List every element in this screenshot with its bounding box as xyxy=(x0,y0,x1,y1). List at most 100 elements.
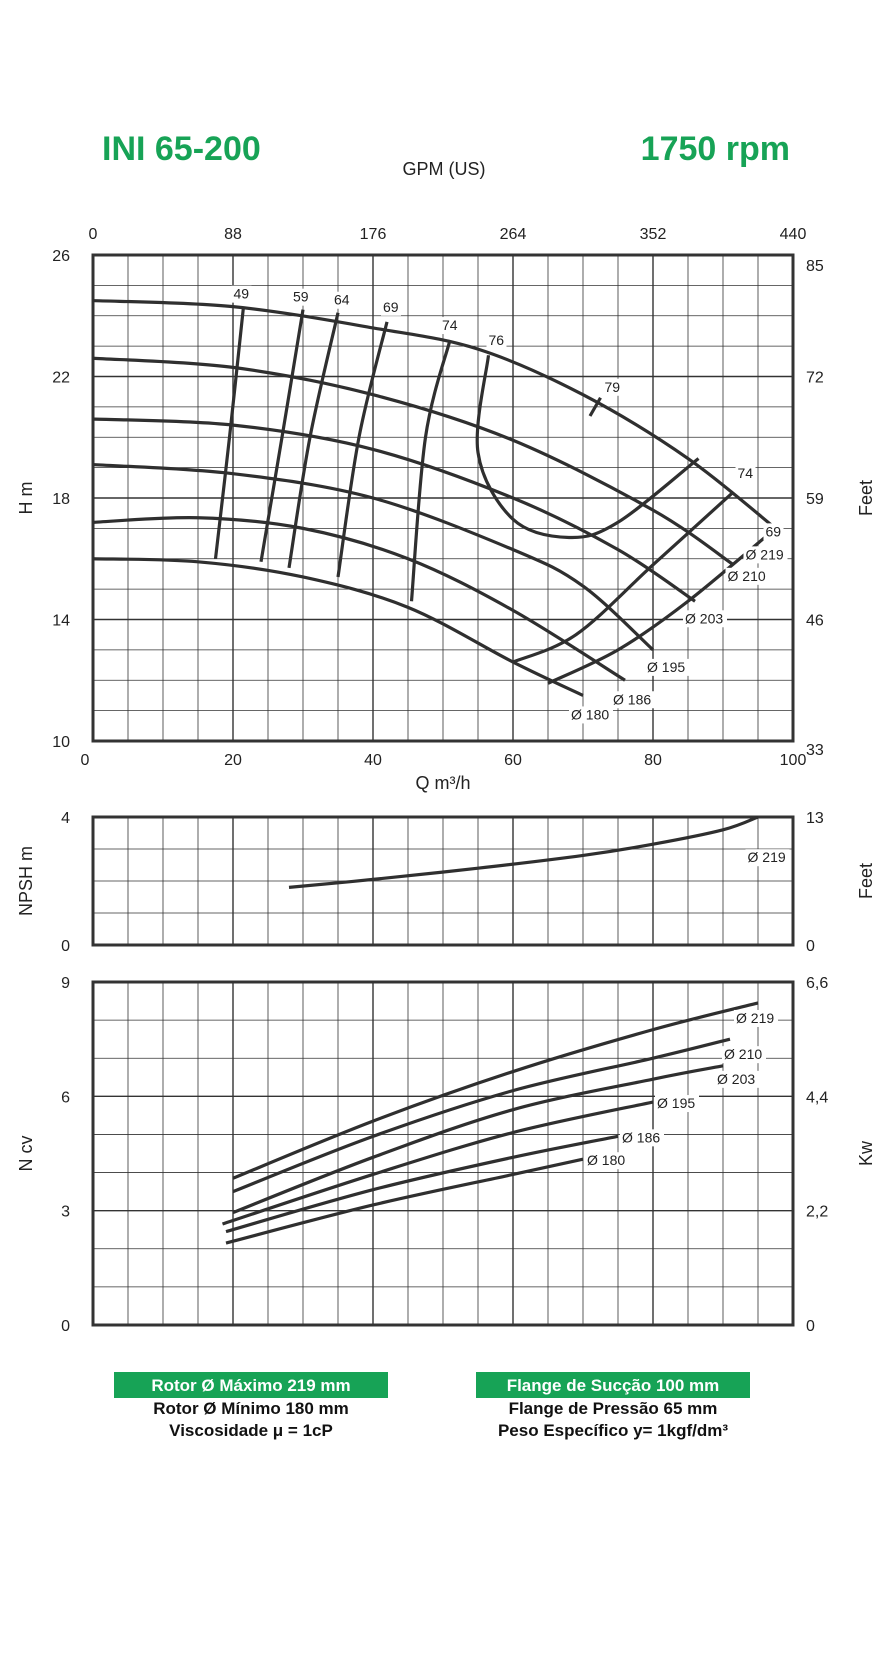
efficiency-curve xyxy=(336,321,389,578)
efficiency-label: 49 xyxy=(234,286,250,302)
pressure-flange: Flange de Pressão 65 mm xyxy=(509,1399,718,1418)
efficiency-curve xyxy=(409,339,452,602)
power-curve xyxy=(232,1037,731,1194)
efficiency-label: 59 xyxy=(293,289,309,305)
efficiency-label-bg xyxy=(763,523,784,541)
power-label: Ø 186 xyxy=(622,1129,660,1145)
power-label-bg xyxy=(715,1070,759,1088)
feet-tick: 46 xyxy=(806,613,824,630)
power-label: Ø 180 xyxy=(587,1152,625,1168)
q-axis-label: Q m³/h xyxy=(415,773,470,793)
power-curve xyxy=(221,1100,654,1226)
feet-tick: 33 xyxy=(806,742,824,759)
feet-tick: 72 xyxy=(806,370,824,387)
impeller-label-bg xyxy=(645,658,689,676)
suction-flange: Flange de Sucção 100 mm xyxy=(507,1376,720,1395)
rotor-max: Rotor Ø Máximo 219 mm xyxy=(151,1376,350,1395)
efficiency-label-bg xyxy=(486,332,507,350)
npsh-chart: 0 4 0 13 NPSH m Feet Ø 219 xyxy=(16,810,876,955)
speed-title: 1750 rpm xyxy=(641,130,790,168)
ncv-tick: 6 xyxy=(61,1089,70,1106)
gpm-tick: 0 xyxy=(89,226,98,243)
efficiency-label-bg xyxy=(381,298,401,316)
npsh-label-bg xyxy=(745,849,790,867)
gpm-tick: 352 xyxy=(640,226,667,243)
efficiency-curve xyxy=(213,306,246,559)
q-tick: 100 xyxy=(780,752,807,769)
efficiency-curve xyxy=(547,527,777,685)
ncv-axis-label: N cv xyxy=(16,1136,36,1172)
npsh-feet-label: Feet xyxy=(856,863,876,899)
efficiency-label: 69 xyxy=(766,523,782,539)
efficiency-label-bg xyxy=(602,378,623,396)
head-chart: 0 88 176 264 352 440 0 20 40 60 80 100 10 14 18 22 26 33 4… xyxy=(16,226,876,793)
efficiency-label-bg xyxy=(231,285,252,303)
kw-tick: 2,2 xyxy=(806,1204,828,1221)
impeller-label: Ø 195 xyxy=(647,659,685,675)
impeller-curve xyxy=(92,356,735,567)
ncv-tick: 3 xyxy=(61,1204,70,1221)
gpm-tick: 440 xyxy=(780,226,807,243)
impeller-curve xyxy=(92,417,696,603)
power-label-bg xyxy=(734,1009,778,1027)
power-curve xyxy=(232,1001,759,1180)
q-tick: 20 xyxy=(224,752,242,769)
power-curve xyxy=(232,1064,724,1215)
npsh-curve xyxy=(288,815,759,889)
ncv-tick: 0 xyxy=(61,1318,70,1335)
gpm-tick: 176 xyxy=(360,226,387,243)
gpm-axis-label: GPM (US) xyxy=(403,159,486,179)
efficiency-label-bg xyxy=(735,464,756,482)
power-label: Ø 219 xyxy=(736,1010,774,1026)
q-tick: 40 xyxy=(364,752,382,769)
impeller-curve xyxy=(92,298,777,530)
efficiency-label: 74 xyxy=(442,317,458,333)
h-tick: 26 xyxy=(52,248,70,265)
npsh-label: Ø 219 xyxy=(748,849,786,865)
efficiency-curve xyxy=(512,490,735,664)
npsh-tick: 0 xyxy=(61,938,70,955)
efficiency-label: 74 xyxy=(738,465,754,481)
efficiency-label: 79 xyxy=(605,379,621,395)
impeller-label-bg xyxy=(569,706,613,724)
feet-tick: 59 xyxy=(806,491,824,508)
h-tick: 10 xyxy=(52,734,70,751)
npsh-axis-label: NPSH m xyxy=(16,846,36,916)
npsh-tick: 4 xyxy=(61,810,70,827)
power-label-bg xyxy=(620,1129,664,1147)
gpm-tick: 264 xyxy=(500,226,527,243)
efficiency-label: 76 xyxy=(489,332,505,348)
viscosity: Viscosidade μ = 1cP xyxy=(169,1421,333,1440)
efficiency-curve xyxy=(475,355,700,540)
feet-axis-label: Feet xyxy=(856,480,876,516)
npsh-feet-tick: 0 xyxy=(806,938,815,955)
npsh-feet-tick: 13 xyxy=(806,810,824,827)
impeller-label: Ø 186 xyxy=(613,691,651,707)
impeller-curve xyxy=(92,516,626,682)
power-label: Ø 210 xyxy=(724,1046,762,1062)
h-tick: 22 xyxy=(52,370,70,387)
efficiency-label-bg xyxy=(440,317,460,335)
h-tick: 18 xyxy=(52,491,70,508)
efficiency-label-bg xyxy=(291,288,311,306)
ncv-tick: 9 xyxy=(61,975,70,992)
specific-weight: Peso Específico y= 1kgf/dm³ xyxy=(498,1421,728,1440)
power-chart: 0 3 6 9 0 2,2 4,4 6,6 N cv Kw Ø 219 Ø 210 Ø 203 Ø 195… xyxy=(16,975,876,1335)
footer-specs: Rotor Ø Máximo 219 mm Rotor Ø Mínimo 180… xyxy=(114,1372,750,1440)
impeller-label-bg xyxy=(725,567,770,585)
power-label-bg xyxy=(585,1152,629,1170)
h-tick: 14 xyxy=(52,613,70,630)
impeller-label-bg xyxy=(743,546,788,564)
efficiency-label: 69 xyxy=(383,299,399,315)
power-label-bg xyxy=(655,1095,699,1113)
plot-frame xyxy=(91,815,795,947)
efficiency-curve xyxy=(588,396,602,417)
power-curve xyxy=(225,1134,619,1234)
impeller-label: Ø 203 xyxy=(685,610,723,626)
impeller-label-bg xyxy=(683,610,727,628)
impeller-label: Ø 219 xyxy=(746,546,784,562)
efficiency-label-bg xyxy=(332,291,352,309)
efficiency-curve xyxy=(287,312,340,569)
h-axis-label: H m xyxy=(16,482,36,515)
